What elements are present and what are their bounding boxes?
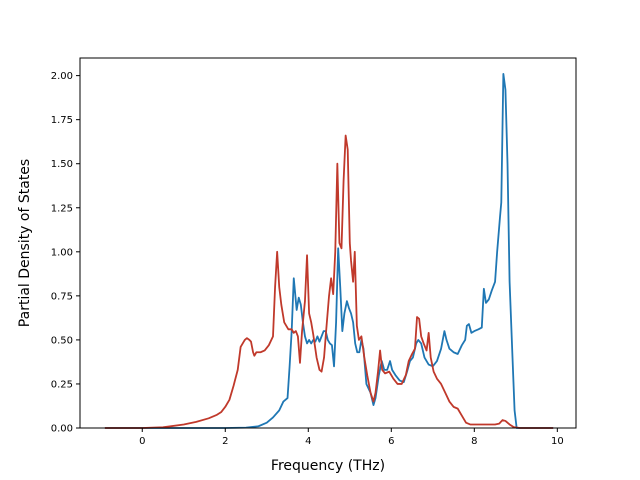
- series-line-2: [104, 134, 554, 429]
- y-tick-label: 1.00: [51, 247, 73, 258]
- x-tick-label: 6: [388, 436, 394, 447]
- plot-area: [80, 58, 576, 428]
- series-line-1: [104, 72, 554, 429]
- y-tick-label: 0.00: [51, 424, 73, 435]
- y-tick-label: 0.75: [51, 291, 73, 302]
- y-axis-ticks: 0.00 0.25 0.50 0.75 1.00 1.25 1.50 1.75 2.00: [51, 71, 80, 435]
- y-tick-label: 0.50: [51, 335, 73, 346]
- x-tick-label: 2: [222, 436, 228, 447]
- x-axis-ticks: 0 2 4 6 8 10: [139, 428, 564, 447]
- y-tick-label: 0.25: [51, 379, 73, 390]
- y-tick-label: 1.25: [51, 203, 73, 214]
- x-tick-label: 0: [139, 436, 145, 447]
- x-tick-label: 8: [471, 436, 477, 447]
- series-layer: [104, 72, 554, 429]
- y-tick-label: 1.50: [51, 159, 73, 170]
- x-axis-label: Frequency (THz): [271, 458, 385, 474]
- x-tick-label: 4: [305, 436, 311, 447]
- y-axis-label: Partial Density of States: [17, 159, 33, 327]
- y-tick-label: 2.00: [51, 71, 73, 82]
- plot-frame: [79, 57, 577, 429]
- y-tick-label: 1.75: [51, 115, 73, 126]
- x-tick-label: 10: [551, 436, 564, 447]
